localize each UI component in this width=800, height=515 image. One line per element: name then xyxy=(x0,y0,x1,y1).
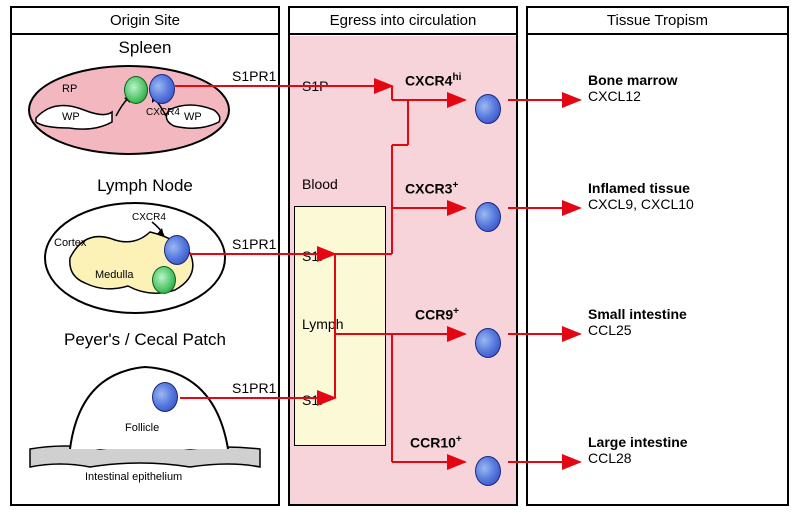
cortex-label: Cortex xyxy=(54,237,87,249)
tropism-header: Tissue Tropism xyxy=(528,8,787,35)
follicle-label: Follicle xyxy=(125,422,159,434)
epithelium-label: Intestinal epithelium xyxy=(85,471,182,483)
spleen-green-cell xyxy=(124,76,148,104)
s1p-3: S1P xyxy=(302,392,328,408)
s1pr1-ln: S1PR1 xyxy=(232,236,276,252)
rp-label: RP xyxy=(62,83,77,95)
ln-plasma-cell xyxy=(164,235,190,265)
egress-body: Blood Lymph S1P S1P S1P CXCR4hi CXCR3+ C… xyxy=(290,36,516,504)
origin-header: Origin Site xyxy=(12,8,278,35)
spleen-plasma-cell xyxy=(149,74,175,104)
ln-cxcr4-label: CXCR4 xyxy=(132,212,166,223)
egress-column: Egress into circulation Blood Lymph S1P … xyxy=(288,6,518,506)
tissue-small: Small intestine CCL25 xyxy=(588,306,687,338)
cxcr3-cell xyxy=(475,202,501,232)
ccr9-cell xyxy=(475,328,501,358)
ccr10-cell xyxy=(475,456,501,486)
wp-label-left: WP xyxy=(62,111,80,123)
lymphnode-diagram: Cortex Medulla CXCR4 xyxy=(40,198,230,318)
peyer-plasma-cell xyxy=(152,382,178,412)
cxcr4-cell xyxy=(475,94,501,124)
spleen-label: Spleen xyxy=(12,38,278,58)
s1pr1-peyer: S1PR1 xyxy=(232,380,276,396)
tropism-column: Tissue Tropism Bone marrow CXCL12 Inflam… xyxy=(526,6,789,506)
tissue-bone: Bone marrow CXCL12 xyxy=(588,72,677,104)
ccr10-receptor: CCR10+ xyxy=(410,434,462,451)
blood-label: Blood xyxy=(302,176,338,192)
lymph-label: Lymph xyxy=(302,316,344,332)
s1p-1: S1P xyxy=(302,78,328,94)
peyer-label: Peyer's / Cecal Patch xyxy=(12,330,278,350)
tissue-inflamed: Inflamed tissue CXCL9, CXCL10 xyxy=(588,180,694,212)
spleen-diagram: RP WP WP CXCR4 xyxy=(24,60,234,158)
medulla-label: Medulla xyxy=(95,269,134,281)
s1pr1-spleen: S1PR1 xyxy=(232,68,276,84)
ln-green-cell xyxy=(152,266,176,294)
tissue-large: Large intestine CCL28 xyxy=(588,434,688,466)
wp-label-right: WP xyxy=(184,111,202,123)
s1p-2: S1P xyxy=(302,248,328,264)
ccr9-receptor: CCR9+ xyxy=(415,306,459,323)
origin-column: Origin Site Spleen RP WP WP CXCR4 Lymph … xyxy=(10,6,280,506)
cxcr4-receptor: CXCR4hi xyxy=(405,72,461,89)
spleen-cxcr4-label: CXCR4 xyxy=(146,107,180,118)
lymphnode-label: Lymph Node xyxy=(12,176,278,196)
egress-header: Egress into circulation xyxy=(290,8,516,35)
cxcr3-receptor: CXCR3+ xyxy=(405,180,458,197)
peyer-diagram: Follicle Intestinal epithelium xyxy=(30,353,260,483)
